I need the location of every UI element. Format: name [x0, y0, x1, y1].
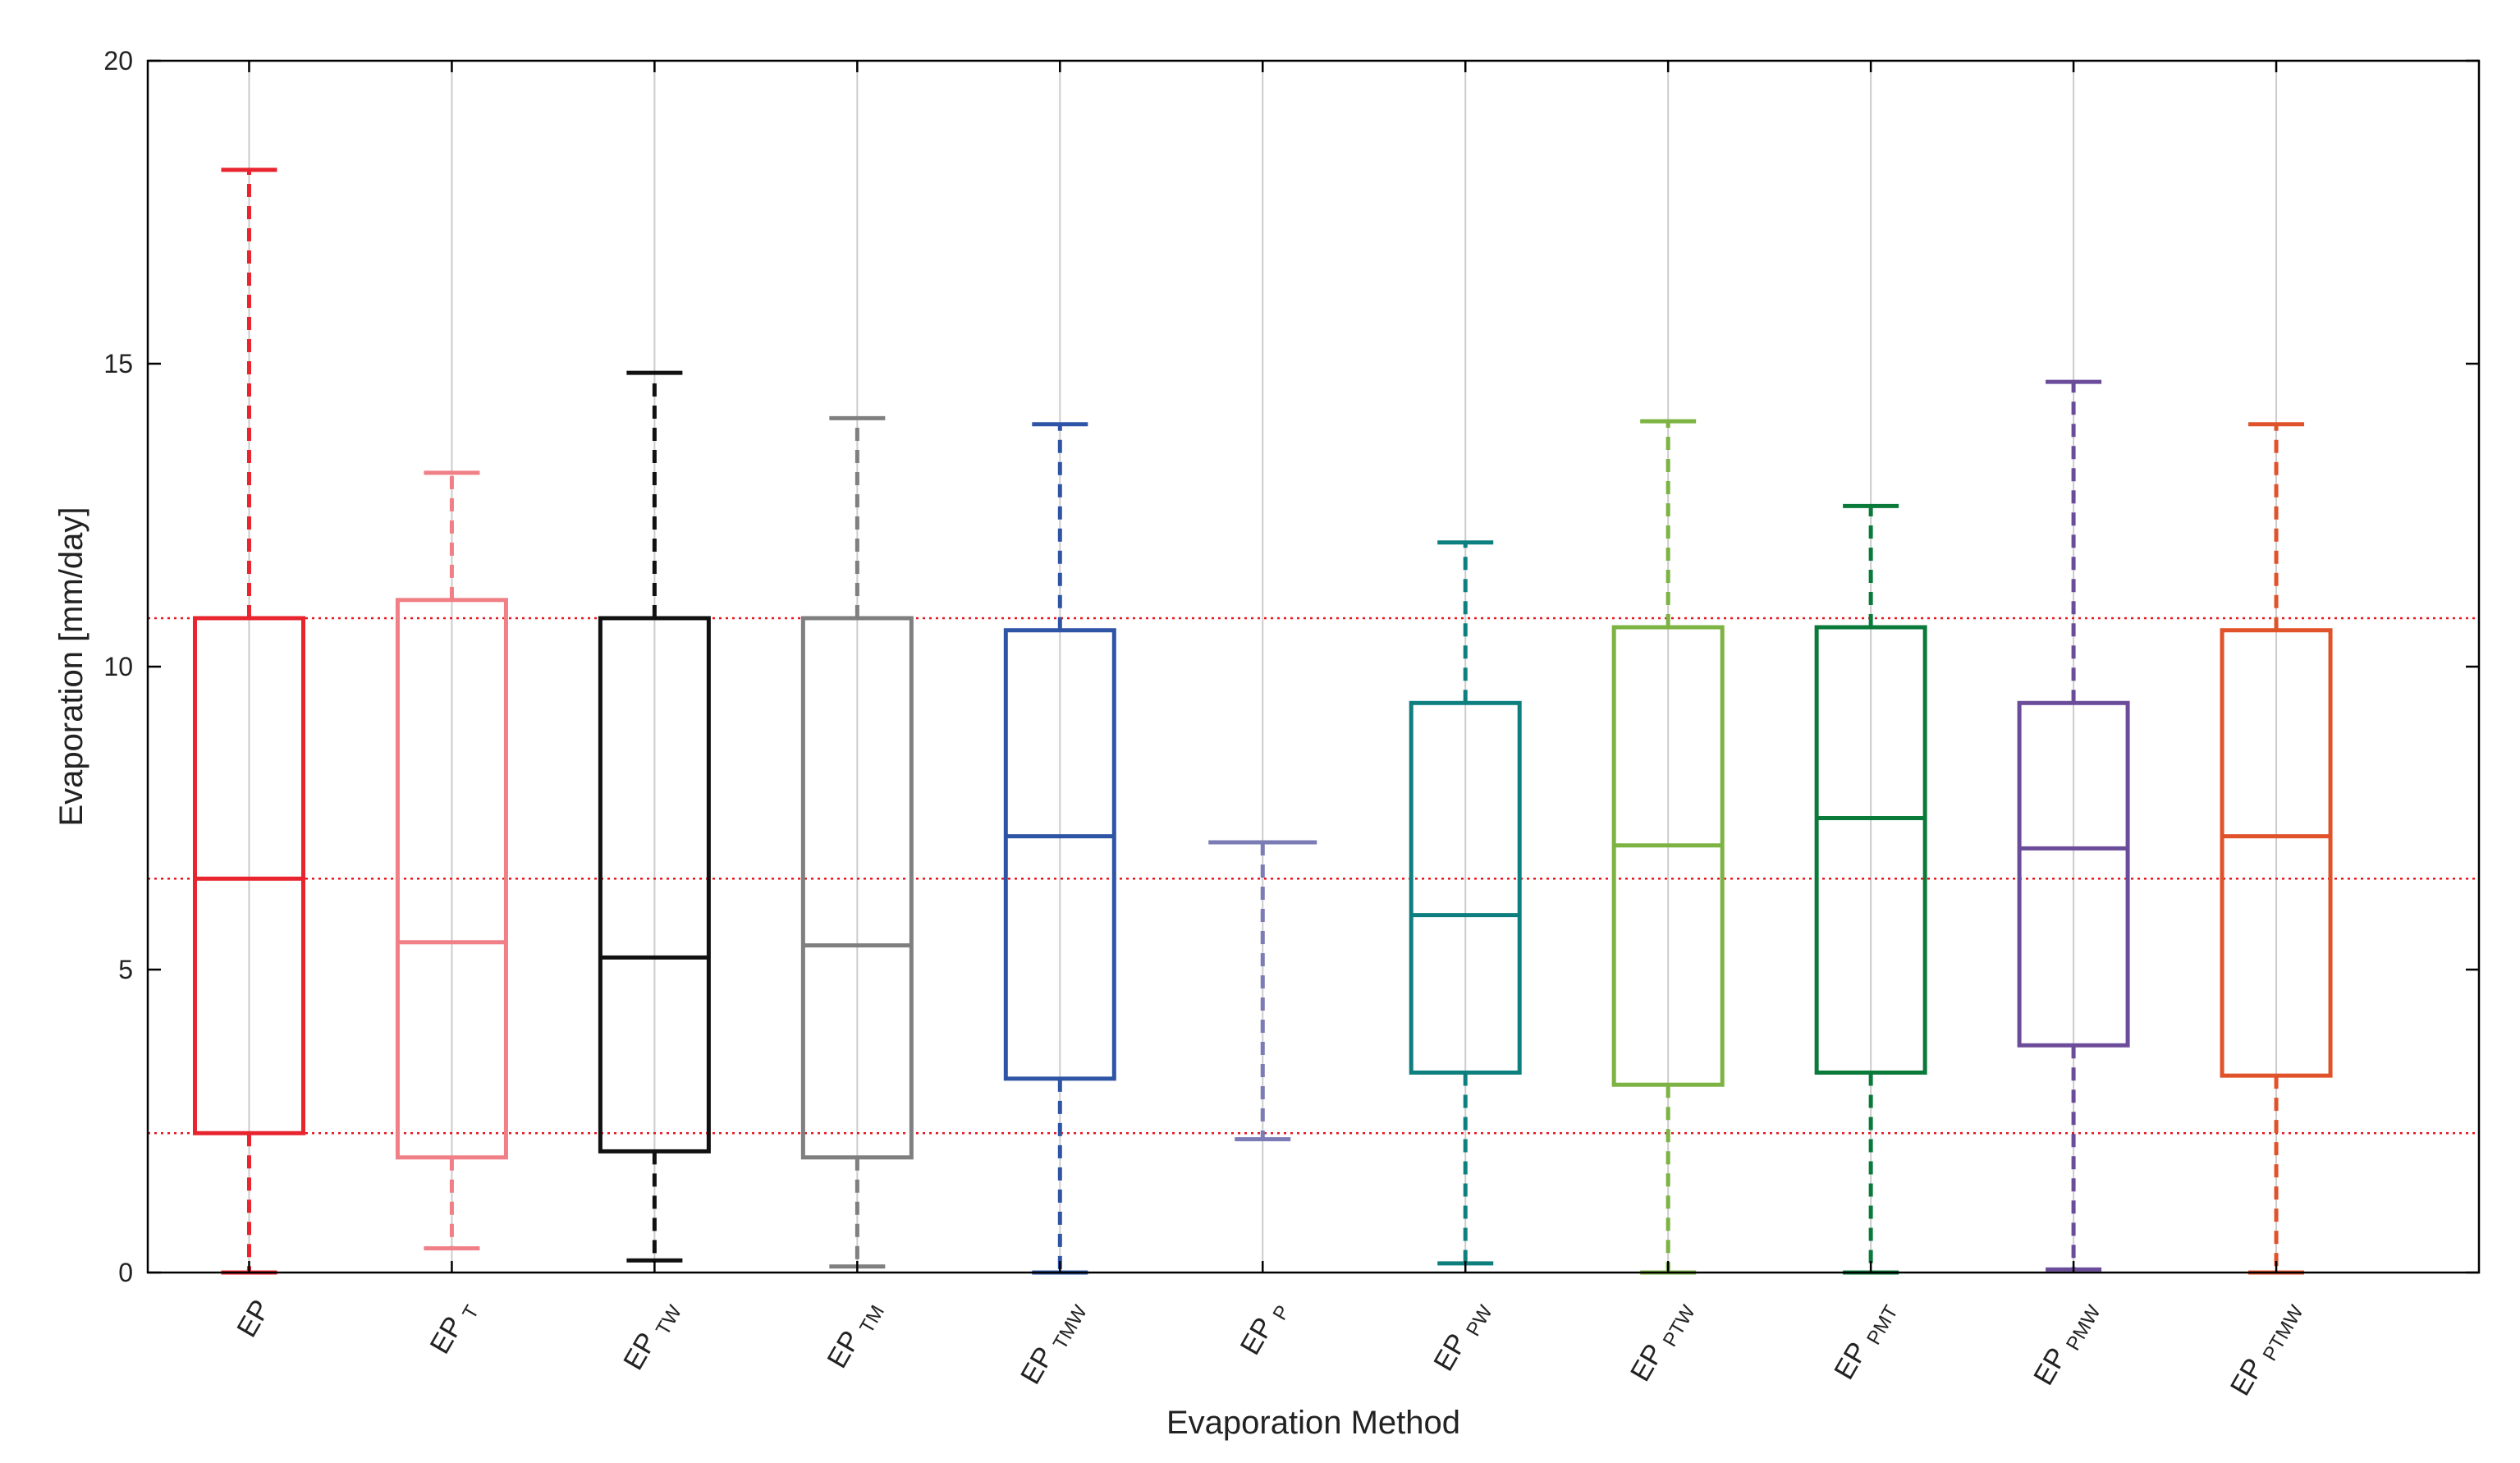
x-tick-label: EP PTMW	[2224, 1295, 2308, 1404]
box-pmt	[1814, 503, 1927, 1275]
x-axis-label: Evaporation Method	[1166, 1405, 1460, 1441]
x-tick-label: EP TMW	[1015, 1295, 1092, 1392]
box-t	[395, 470, 508, 1250]
y-axis-label: Evaporation [mm/day]	[53, 507, 89, 826]
boxes-layer	[192, 167, 2333, 1275]
box-tm	[800, 415, 914, 1269]
plot-frame	[146, 59, 2481, 1274]
iqr-box	[2220, 628, 2333, 1078]
iqr-box	[1814, 625, 1927, 1075]
x-tick-label: EP T	[424, 1295, 484, 1362]
y-tick-label: 5	[118, 955, 133, 984]
iqr-box	[2017, 700, 2130, 1048]
iqr-box	[800, 616, 914, 1160]
x-tick-label: EP PTW	[1624, 1295, 1700, 1389]
x-tick-label: EP TM	[822, 1295, 890, 1376]
x-tick-label: EP PMW	[2027, 1295, 2105, 1393]
x-tick-label: EP P	[1235, 1295, 1294, 1363]
iqr-box	[1611, 625, 1725, 1087]
reference-lines	[148, 617, 2479, 1135]
x-tick-label: EP	[231, 1295, 277, 1342]
iqr-box	[598, 616, 711, 1153]
box-pw	[1409, 540, 1522, 1266]
y-tick-label: 0	[118, 1258, 133, 1287]
axes-layer: EP EP T EP TW EP TM EP TMW EP P EP PW EP PTW EP …	[103, 46, 2479, 1404]
iqr-box	[1409, 700, 1522, 1075]
iqr-box	[395, 598, 508, 1160]
box-p	[1208, 840, 1317, 1142]
box-ep	[192, 167, 305, 1275]
x-tick-label: EP PMT	[1828, 1295, 1903, 1387]
iqr-box	[192, 616, 305, 1135]
x-tick-label: EP TW	[617, 1295, 686, 1378]
box-tw	[598, 370, 711, 1263]
y-tick-label: 20	[103, 46, 133, 76]
x-tick-label: EP PW	[1427, 1295, 1497, 1379]
iqr-box	[1003, 628, 1116, 1081]
y-tick-label: 10	[103, 652, 133, 681]
box-pmw	[2017, 379, 2130, 1272]
box-ptw	[1611, 419, 1725, 1275]
y-tick-label: 15	[103, 349, 133, 378]
